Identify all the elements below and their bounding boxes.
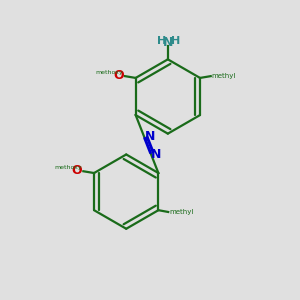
Text: O: O [72, 164, 83, 177]
Text: methyl: methyl [169, 209, 194, 215]
Text: N: N [163, 36, 174, 49]
Text: methoxy: methoxy [95, 70, 123, 75]
Text: O: O [113, 69, 124, 82]
Text: H: H [157, 36, 166, 46]
Text: methoxy: methoxy [54, 165, 82, 170]
Text: N: N [151, 148, 161, 161]
Text: H: H [171, 36, 181, 46]
Text: N: N [145, 130, 155, 143]
Text: methyl: methyl [212, 73, 236, 79]
